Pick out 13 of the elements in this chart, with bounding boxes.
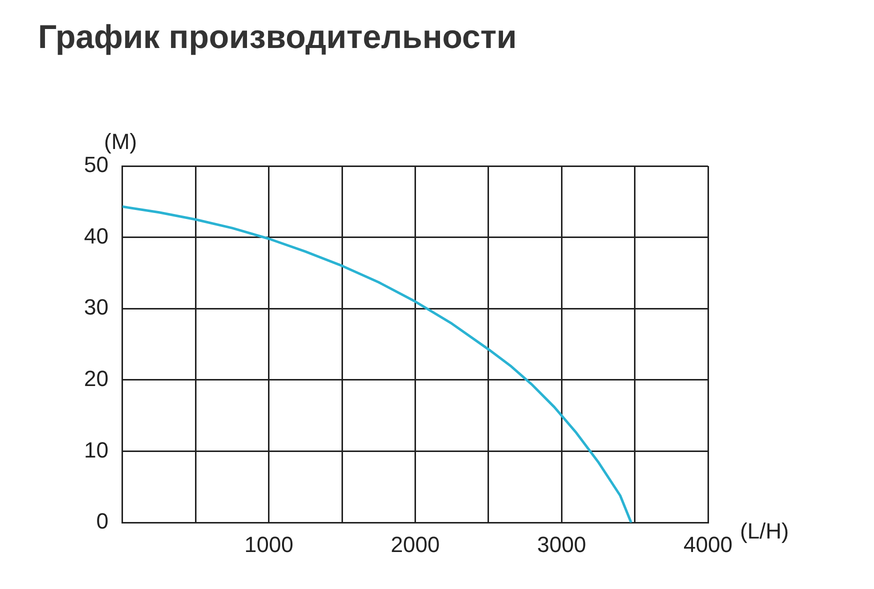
- y-tick-label: 20: [84, 366, 108, 392]
- x-tick-label: 3000: [537, 532, 586, 557]
- y-axis-title: (M): [104, 129, 137, 154]
- chart-title: График производительности: [38, 18, 517, 56]
- x-axis-title: (L/H): [740, 518, 789, 544]
- x-tick-label: 2000: [390, 532, 440, 557]
- y-tick-label: 40: [84, 223, 108, 248]
- y-tick-label: 10: [84, 437, 108, 462]
- y-tick-label: 0: [96, 508, 108, 534]
- x-tick-label: 4000: [684, 532, 732, 557]
- y-tick-label: 50: [84, 152, 108, 178]
- y-tick-label: 30: [84, 294, 108, 320]
- x-tick-label: 1000: [244, 532, 294, 557]
